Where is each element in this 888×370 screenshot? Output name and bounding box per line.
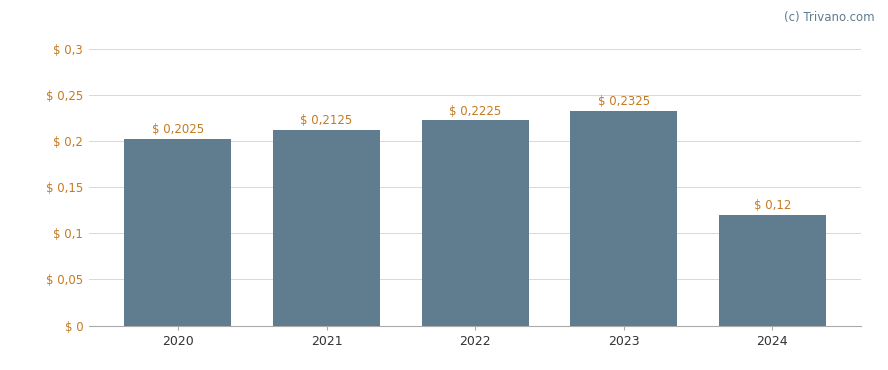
Text: $ 0,2325: $ 0,2325 — [598, 95, 650, 108]
Text: $ 0,2225: $ 0,2225 — [449, 105, 501, 118]
Text: $ 0,2025: $ 0,2025 — [152, 123, 204, 136]
Bar — [124, 139, 232, 326]
Bar — [422, 120, 528, 326]
Bar — [570, 111, 678, 326]
Bar — [273, 130, 380, 326]
Text: (c) Trivano.com: (c) Trivano.com — [784, 11, 875, 24]
Bar — [718, 215, 826, 326]
Text: $ 0,12: $ 0,12 — [754, 199, 791, 212]
Text: $ 0,2125: $ 0,2125 — [300, 114, 353, 127]
